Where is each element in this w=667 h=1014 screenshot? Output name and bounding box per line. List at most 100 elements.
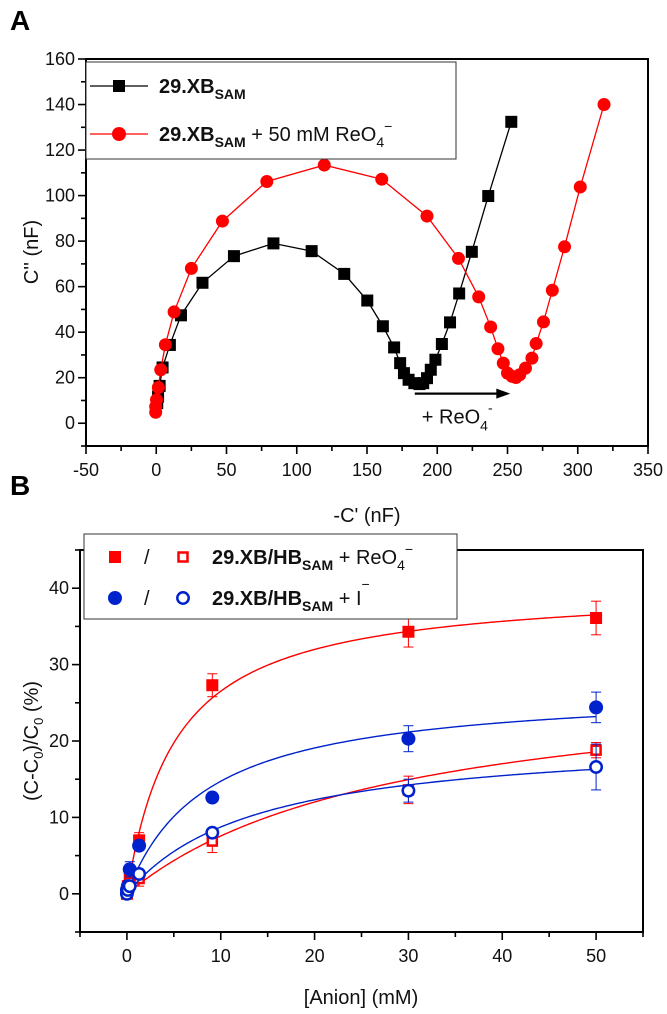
panel-a-x-tick-label: 100 xyxy=(282,460,312,480)
legend-text-part: 29.XB xyxy=(159,76,215,98)
legend-entry: 29.XB/HBSAM + I− xyxy=(212,576,370,614)
data-point xyxy=(338,267,351,280)
panel-b-y-tick-label: 0 xyxy=(59,884,69,904)
panel-b-x-tick-label: 10 xyxy=(211,946,231,966)
data-point xyxy=(206,679,219,692)
panel-b-x-tick-label: 30 xyxy=(398,946,418,966)
data-point xyxy=(529,337,543,351)
legend-text-part: SAM xyxy=(302,598,333,614)
fit-curve xyxy=(126,751,597,895)
legend-text-part: SAM xyxy=(215,134,246,150)
panel-a-y-tick-label: 120 xyxy=(45,140,75,160)
data-point xyxy=(482,190,495,203)
legend-box xyxy=(83,533,458,620)
data-point xyxy=(573,180,587,194)
panel-a-x-tick-label: 150 xyxy=(352,460,382,480)
panel-a-y-tick-label: 100 xyxy=(45,186,75,206)
data-point xyxy=(305,245,318,258)
data-point xyxy=(167,305,181,319)
data-point xyxy=(589,760,604,774)
annotation-part: 4 xyxy=(480,418,488,434)
annotation-part: - xyxy=(488,400,493,416)
panel-a-label: A xyxy=(10,5,30,36)
panel-a-x-tick-label: 250 xyxy=(492,460,522,480)
legend-marker-open xyxy=(177,551,189,563)
data-point xyxy=(388,341,401,354)
data-point xyxy=(132,838,147,853)
data-point xyxy=(267,237,280,250)
fit-curve xyxy=(126,614,597,894)
panel-a-y-tick-label: 140 xyxy=(45,95,75,115)
data-point xyxy=(424,363,437,376)
panel-b-x-tick-label: 20 xyxy=(305,946,325,966)
panel-b-y-tick-label: 10 xyxy=(49,807,69,827)
panel-a-x-tick-label: 50 xyxy=(216,460,236,480)
legend-marker xyxy=(113,80,125,92)
panel-a-x-tick-label: -50 xyxy=(73,460,99,480)
data-point xyxy=(453,287,466,300)
legend-text-part: 29.XB/HB xyxy=(212,588,302,610)
data-point xyxy=(260,174,274,188)
data-point xyxy=(558,240,572,254)
data-point xyxy=(151,380,165,394)
data-point xyxy=(184,261,198,275)
legend-entry: 29.XBSAM + 50 mM ReO4− xyxy=(159,118,392,150)
panel-b-series-1 xyxy=(121,742,602,900)
data-point xyxy=(215,214,229,228)
legend-text-part: + I xyxy=(333,588,361,610)
data-point xyxy=(375,172,389,186)
data-point xyxy=(505,115,518,128)
data-point xyxy=(122,879,137,894)
panel-b-x-tick-label: 40 xyxy=(492,946,512,966)
data-point xyxy=(196,276,209,289)
data-point xyxy=(429,353,442,366)
legend-marker xyxy=(112,127,126,141)
data-point xyxy=(317,158,331,172)
panel-a-plot: -50 0 50 100 150 200 250 300 350 0 20 40 60 80 100 120 1… xyxy=(45,49,663,480)
panel-a-y-axis-label: C'' (nF) xyxy=(21,220,43,284)
data-point xyxy=(227,250,240,263)
panel-a-y-tick-label: 0 xyxy=(65,413,75,433)
legend-box xyxy=(85,61,457,160)
data-point xyxy=(451,251,465,265)
panel-b-x-axis-label: [Anion] (mM) xyxy=(304,987,418,1009)
data-point xyxy=(590,611,603,624)
data-point xyxy=(205,790,220,805)
data-point xyxy=(158,338,172,352)
legend-text-part: SAM xyxy=(215,86,246,102)
data-point xyxy=(361,294,374,307)
fit-curve xyxy=(126,768,597,895)
panel-b-series-2 xyxy=(119,691,604,897)
legend-separator: / xyxy=(144,547,150,569)
legend-text-part: SAM xyxy=(302,557,333,573)
data-point xyxy=(420,209,434,223)
data-point xyxy=(472,290,486,304)
panel-b-legend: /29.XB/HBSAM + ReO4−/29.XB/HBSAM + I− xyxy=(83,533,458,620)
data-point xyxy=(394,357,407,370)
data-point xyxy=(525,351,539,365)
legend-text-part: 4 xyxy=(397,557,405,573)
legend-marker-filled xyxy=(109,551,121,563)
legend-text-part: − xyxy=(362,576,370,592)
panel-b-series-0 xyxy=(120,600,603,900)
panel-a-y-tick-label: 80 xyxy=(55,231,75,251)
panel-a-x-axis-label: -C' (nF) xyxy=(333,505,400,527)
data-point xyxy=(444,316,457,329)
legend-text-part: 4 xyxy=(376,134,384,150)
data-point xyxy=(435,338,448,351)
data-point xyxy=(518,361,532,375)
data-point xyxy=(150,393,164,407)
legend-text-part: + ReO xyxy=(333,547,397,569)
panel-a-series-with-reo4 xyxy=(149,98,611,419)
annotation-reo4: + ReO4- xyxy=(422,400,493,434)
legend-separator: / xyxy=(144,588,150,610)
panel-a-y-tick-label: 60 xyxy=(55,277,75,297)
data-point xyxy=(154,363,168,377)
legend-text-part: 29.XB/HB xyxy=(212,547,302,569)
annotation-part: + ReO xyxy=(422,407,480,429)
panel-b-y-tick-label: 30 xyxy=(49,655,69,675)
panel-a-y-tick-label: 160 xyxy=(45,49,75,69)
data-point xyxy=(205,825,220,840)
legend-marker-filled xyxy=(108,591,122,605)
